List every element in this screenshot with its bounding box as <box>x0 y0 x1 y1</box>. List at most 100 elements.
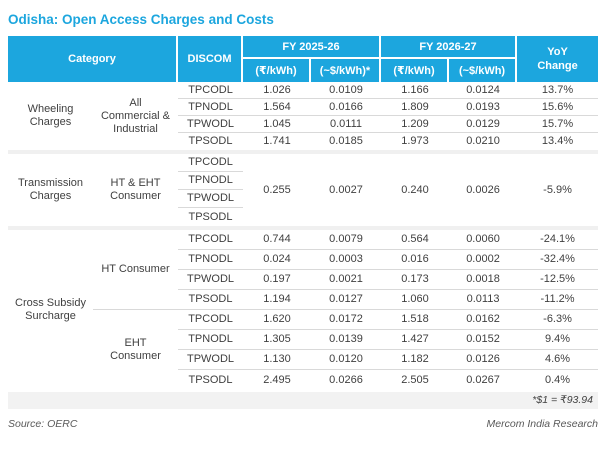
fy27-inr-value: 1.427 <box>381 330 450 350</box>
table-row: TPSODL <box>8 208 598 226</box>
column-header-discom: DISCOM <box>178 36 243 82</box>
fy27-usd-value: 0.0129 <box>449 116 518 133</box>
header-row-1: Category DISCOM FY 2025-26 FY 2026-27 Yo… <box>8 36 599 82</box>
fy26-inr-value: 1.130 <box>243 350 311 370</box>
yoy-label-line2: Change <box>537 60 578 72</box>
fy27-inr-value: 0.173 <box>381 270 450 290</box>
section-cross-subsidy-surcharge: Cross Subsidy Surcharge HT Consumer TPCO… <box>8 230 599 390</box>
fy27-usd-value: 0.0193 <box>449 99 518 116</box>
fy27-usd-value: 0.0002 <box>449 250 518 270</box>
figure-footer: Source: OERC Mercom India Research <box>8 418 598 430</box>
section-transmission-charges: Transmission Charges HT & EHT Consumer T… <box>8 154 599 226</box>
fy27-usd-value: 0.0152 <box>449 330 518 350</box>
table-row: TPWODL 1.130 0.0120 1.182 0.0126 4.6% <box>8 350 599 370</box>
consumer-type-cell: All Commercial & Industrial <box>93 82 178 150</box>
fy26-inr-value: 1.741 <box>243 133 311 150</box>
discom-cell: TPSODL <box>178 133 243 150</box>
separator-band <box>8 226 599 230</box>
yoy-value: -6.3% <box>517 310 599 330</box>
table-row: TPWODL 1.045 0.0111 1.209 0.0129 15.7% <box>8 116 599 133</box>
fy27-usd-value: 0.0126 <box>449 350 518 370</box>
yoy-value: 15.7% <box>517 116 599 133</box>
fy26-usd-value: 0.0172 <box>311 310 382 330</box>
fy27-inr-value: 1.182 <box>381 350 450 370</box>
column-header-fy-2025-26: FY 2025-26 <box>243 36 382 59</box>
fy27-inr-value: 1.518 <box>381 310 450 330</box>
fy26-inr-value: 0.024 <box>243 250 311 270</box>
yoy-value: 4.6% <box>517 350 599 370</box>
fy26-usd-value: 0.0120 <box>311 350 382 370</box>
section-separator <box>8 226 599 230</box>
fy27-usd-value: 0.0113 <box>449 290 518 310</box>
fy27-usd-value: 0.0267 <box>449 370 518 390</box>
category-cell: Cross Subsidy Surcharge <box>8 230 93 390</box>
table-row: TPNODL 1.564 0.0166 1.809 0.0193 15.6% <box>8 99 599 116</box>
fy26-inr-value: 0.744 <box>243 230 311 250</box>
yoy-value: 13.4% <box>517 133 599 150</box>
category-cell: Wheeling Charges <box>8 82 93 150</box>
table-row: TPNODL <box>8 172 598 190</box>
subheader-fy27-usd: (~$/kWh) <box>449 59 518 82</box>
fy27-inr-value: 1.209 <box>381 116 450 133</box>
fy26-usd-value: 0.0266 <box>311 370 382 390</box>
discom-cell: TPWODL <box>178 190 243 208</box>
separator-band <box>8 150 599 154</box>
fy26-inr-value: 0.197 <box>243 270 311 290</box>
fy27-usd-value: 0.0124 <box>449 82 518 99</box>
yoy-value: 0.4% <box>517 370 599 390</box>
discom-cell: TPCODL <box>178 82 243 99</box>
table-row: Cross Subsidy Surcharge HT Consumer TPCO… <box>8 230 599 390</box>
figure-page: Odisha: Open Access Charges and Costs Ca… <box>8 12 599 430</box>
table-row: TPNODL 0.024 0.0003 0.016 0.0002 -32.4% <box>8 250 599 270</box>
table-row: Wheeling Charges All Commercial & Indust… <box>8 82 599 150</box>
fy26-usd-value: 0.0021 <box>311 270 382 290</box>
fy27-usd-value: 0.0162 <box>449 310 518 330</box>
fy26-usd-value: 0.0109 <box>311 82 382 99</box>
yoy-value: -24.1% <box>517 230 599 250</box>
subheader-fy27-inr: (₹/kWh) <box>381 59 450 82</box>
separator-row <box>8 226 599 230</box>
consumer-type-cell: HT & EHT Consumer <box>93 154 178 226</box>
discom-cell: TPCODL <box>178 154 243 172</box>
table-row: TPSODL 1.194 0.0127 1.060 0.0113 -11.2% <box>8 290 599 310</box>
fy27-inr-value: 0.016 <box>381 250 450 270</box>
column-header-yoy-change: YoY Change <box>517 36 599 82</box>
yoy-value: -5.9% <box>517 154 599 226</box>
yoy-value: 13.7% <box>517 82 599 99</box>
discom-cell: TPWODL <box>178 270 243 290</box>
fy26-inr-value: 1.026 <box>243 82 311 99</box>
discom-cell: TPSODL <box>178 370 243 390</box>
fy27-inr-value: 2.505 <box>381 370 450 390</box>
discom-cell: TPCODL <box>178 310 243 330</box>
fy27-usd-value: 0.0026 <box>449 154 518 226</box>
fy26-usd-value: 0.0111 <box>311 116 382 133</box>
fy26-inr-value: 0.255 <box>243 154 311 226</box>
discom-cell: TPCODL <box>178 230 243 250</box>
fy26-inr-value: 2.495 <box>243 370 311 390</box>
fy26-usd-value: 0.0079 <box>311 230 382 250</box>
section-wheeling-charges: Wheeling Charges All Commercial & Indust… <box>8 82 599 150</box>
table-row: TPSODL 1.741 0.0185 1.973 0.0210 13.4% <box>8 133 599 150</box>
table-row: Transmission Charges HT & EHT Consumer T… <box>8 154 599 226</box>
table-row: TPWODL <box>8 190 598 208</box>
discom-cell: TPNODL <box>178 250 243 270</box>
header-row-2: (₹/kWh) (~$/kWh)* (₹/kWh) (~$/kWh) <box>8 59 598 82</box>
fy27-usd-value: 0.0060 <box>449 230 518 250</box>
yoy-value: -11.2% <box>517 290 599 310</box>
yoy-value: 15.6% <box>517 99 599 116</box>
subheader-fy26-usd: (~$/kWh)* <box>311 59 382 82</box>
fy26-usd-value: 0.0139 <box>311 330 382 350</box>
fy26-usd-value: 0.0027 <box>311 154 382 226</box>
yoy-value: -32.4% <box>517 250 599 270</box>
credit-label: Mercom India Research <box>486 418 598 430</box>
fy26-inr-value: 1.305 <box>243 330 311 350</box>
fy27-inr-value: 1.973 <box>381 133 450 150</box>
consumer-type-cell: EHT Consumer <box>93 310 178 390</box>
yoy-value: -12.5% <box>517 270 599 290</box>
fy27-inr-value: 0.564 <box>381 230 450 250</box>
section-separator <box>8 150 599 154</box>
discom-cell: TPWODL <box>178 116 243 133</box>
discom-cell: TPNODL <box>178 99 243 116</box>
discom-cell: TPSODL <box>178 208 243 226</box>
fy26-usd-value: 0.0127 <box>311 290 382 310</box>
